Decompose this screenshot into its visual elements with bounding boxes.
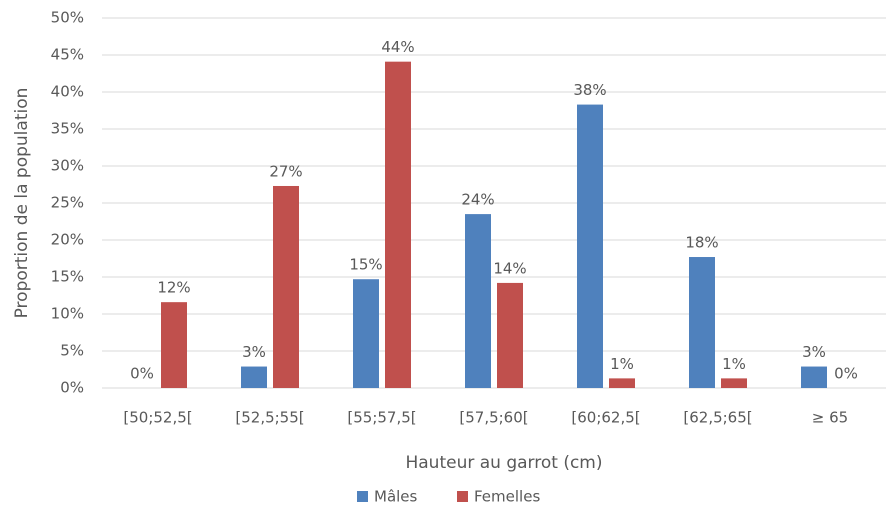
value-label: 27%	[269, 162, 302, 180]
value-label: 12%	[157, 279, 190, 297]
y-tick-label: 40%	[51, 83, 84, 101]
bar	[465, 214, 491, 388]
value-label: 15%	[349, 256, 382, 274]
y-tick-label: 20%	[51, 231, 84, 249]
y-tick-label: 15%	[51, 268, 84, 286]
y-axis-label: Proportion de la population	[12, 88, 32, 319]
bar	[689, 257, 715, 388]
bar	[385, 61, 411, 388]
x-tick-label: [52,5;55[	[235, 409, 304, 427]
x-axis-label: Hauteur au garrot (cm)	[405, 453, 602, 473]
y-tick-label: 10%	[51, 305, 84, 323]
value-label: 1%	[722, 355, 746, 373]
x-tick-label: [50;52,5[	[123, 409, 192, 427]
bar	[801, 366, 827, 388]
y-tick-label: 25%	[51, 194, 84, 212]
value-label: 24%	[461, 191, 494, 209]
bar	[161, 302, 187, 388]
legend-swatch	[457, 491, 468, 502]
bar	[609, 378, 635, 388]
value-label: 14%	[493, 259, 526, 277]
y-tick-label: 5%	[60, 342, 84, 360]
bar	[241, 366, 267, 388]
legend-swatch	[357, 491, 368, 502]
legend-label: Mâles	[374, 488, 418, 506]
y-tick-label: 50%	[51, 9, 84, 27]
x-tick-label: ≥ 65	[812, 409, 848, 427]
x-tick-label: [57,5;60[	[459, 409, 528, 427]
x-tick-label: [60;62,5[	[571, 409, 640, 427]
y-tick-label: 35%	[51, 120, 84, 138]
value-label: 1%	[610, 355, 634, 373]
bar	[721, 378, 747, 388]
y-tick-label: 45%	[51, 46, 84, 64]
bar	[497, 282, 523, 388]
y-tick-label: 30%	[51, 157, 84, 175]
bar	[353, 279, 379, 388]
bar	[273, 185, 299, 388]
legend-label: Femelles	[474, 488, 540, 506]
value-label: 44%	[381, 38, 414, 56]
value-label: 3%	[242, 343, 266, 361]
value-label: 0%	[130, 365, 154, 383]
bar	[577, 104, 603, 388]
value-label: 38%	[573, 81, 606, 99]
value-label: 3%	[802, 343, 826, 361]
value-label: 18%	[685, 234, 718, 252]
x-tick-label: [62,5;65[	[683, 409, 752, 427]
y-tick-label: 0%	[60, 379, 84, 397]
x-tick-label: [55;57,5[	[347, 409, 416, 427]
value-label: 0%	[834, 365, 858, 383]
